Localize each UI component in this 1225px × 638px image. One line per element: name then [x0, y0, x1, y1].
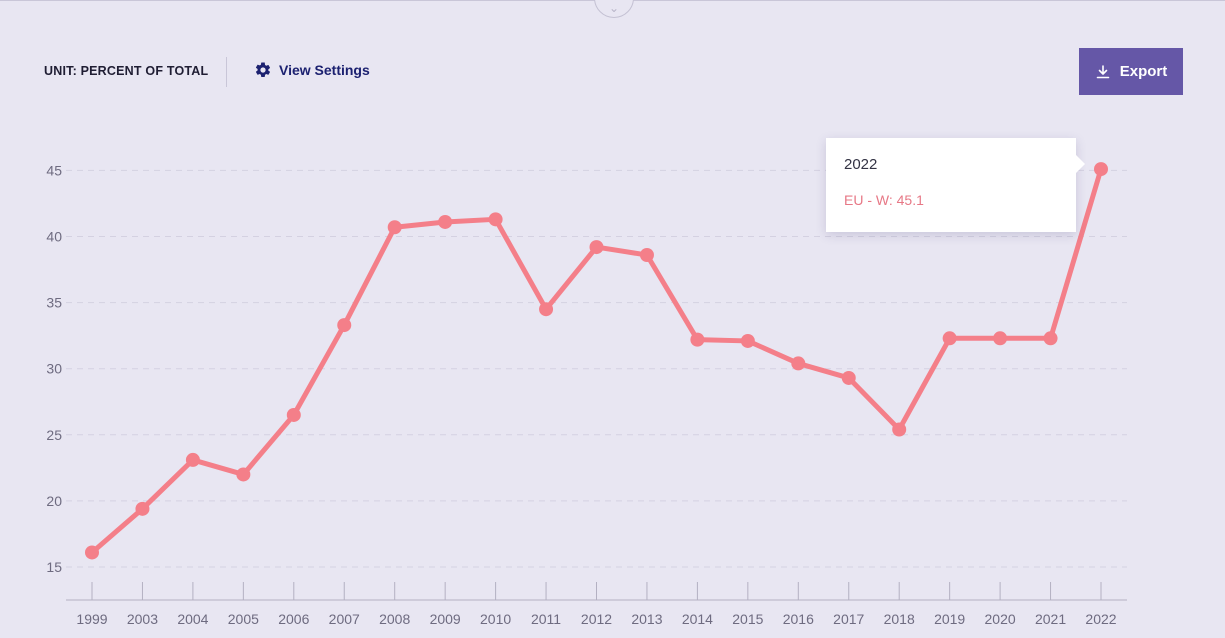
x-tick-label: 2007 [329, 611, 360, 627]
x-tick-label: 2021 [1035, 611, 1066, 627]
x-tick-label: 2005 [228, 611, 259, 627]
x-tick-label: 2003 [127, 611, 158, 627]
x-tick-label: 2015 [732, 611, 763, 627]
data-point [337, 318, 352, 333]
y-tick-label: 25 [46, 427, 62, 443]
data-point [892, 422, 907, 437]
view-settings-button[interactable]: View Settings [254, 61, 370, 79]
data-point [236, 467, 251, 482]
x-tick-label: 2008 [379, 611, 410, 627]
y-axis-ticks: 15 20 25 30 35 40 45 [46, 162, 62, 575]
data-point [488, 212, 503, 227]
x-tick-label: 2013 [631, 611, 662, 627]
tooltip-series-value: EU - W: 45.1 [844, 192, 924, 208]
data-point [387, 220, 402, 235]
data-point [85, 545, 99, 560]
y-tick-label: 40 [46, 229, 62, 245]
export-button[interactable]: Export [1079, 48, 1183, 95]
data-point [639, 248, 654, 263]
data-point [841, 370, 856, 385]
y-tick-label: 20 [46, 493, 62, 509]
x-tick-label: 2014 [682, 611, 713, 627]
x-tick-label: 2006 [278, 611, 309, 627]
export-label: Export [1119, 63, 1168, 80]
chevron-down-icon: ⌄ [608, 1, 620, 15]
data-point [185, 452, 200, 467]
data-tooltip: 2022 EU - W: 45.1 [826, 138, 1085, 232]
data-point [740, 333, 755, 348]
x-tick-label: 2016 [783, 611, 814, 627]
x-tick-label: 2011 [531, 611, 561, 627]
data-point [791, 356, 806, 371]
data-point [589, 240, 604, 255]
data-point [1094, 162, 1108, 177]
x-tick-label: 2019 [934, 611, 965, 627]
unit-label: UNIT: PERCENT OF TOTAL [44, 64, 209, 78]
y-tick-label: 30 [46, 361, 62, 377]
data-point [286, 407, 301, 422]
data-point [690, 332, 705, 347]
x-tick-label: 2022 [1085, 611, 1116, 627]
x-tick-label: 2004 [177, 611, 208, 627]
view-settings-label: View Settings [279, 62, 370, 78]
x-tick-label: 1999 [76, 611, 107, 627]
series-eu-w [85, 162, 1108, 560]
data-point [942, 331, 957, 346]
data-point [1043, 331, 1058, 346]
x-tick-label: 2010 [480, 611, 511, 627]
download-icon [1096, 64, 1110, 78]
x-axis-ticks: 1999 2003 2004 2005 2006 2007 2008 2009 2010 2011… [76, 582, 1117, 627]
gear-icon [255, 62, 271, 77]
data-point [993, 331, 1008, 346]
x-tick-label: 2009 [430, 611, 461, 627]
toolbar-divider [226, 57, 227, 87]
x-tick-label: 2018 [884, 611, 915, 627]
x-tick-label: 2012 [581, 611, 612, 627]
x-tick-label: 2020 [985, 611, 1016, 627]
data-point [539, 302, 554, 317]
y-tick-label: 15 [46, 559, 62, 575]
y-tick-label: 45 [46, 162, 62, 178]
tooltip-title: 2022 [844, 156, 878, 173]
x-tick-label: 2017 [833, 611, 864, 627]
data-point [135, 501, 150, 516]
y-tick-label: 35 [46, 295, 62, 311]
data-point [438, 214, 453, 229]
